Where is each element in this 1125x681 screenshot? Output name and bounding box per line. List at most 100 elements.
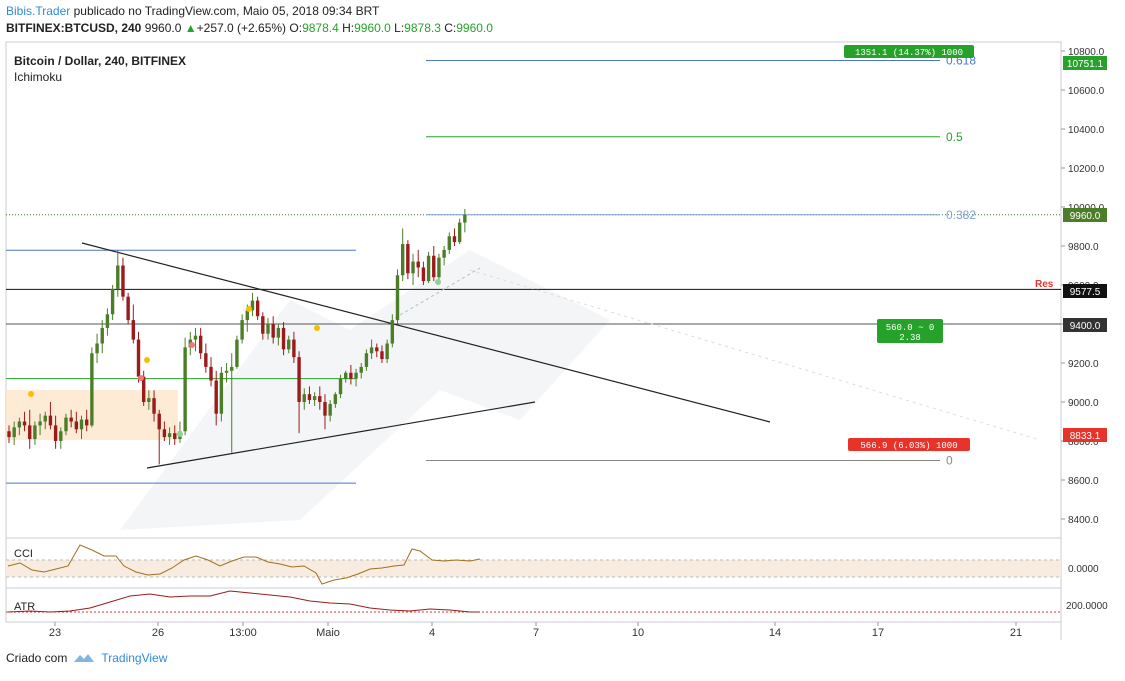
candle-body [22,421,27,426]
candle-body [85,419,89,426]
atr-line [7,590,480,613]
signal-dot [138,375,144,381]
candle-body [437,257,441,278]
cci-axis-value: 0.0000 [1068,564,1099,575]
cci-line [7,544,481,585]
candle-body [48,415,53,426]
candle-body [292,339,296,358]
price-tag-9400: 9400.0 [1063,318,1107,332]
low-measure-box[interactable]: 566.9 (6.03%) 1000 [848,438,970,451]
candle-body [271,324,275,338]
signal-dot [189,342,195,348]
last-price: 9960.0 [144,21,182,35]
candle-body [204,353,208,367]
candle-body [385,343,389,360]
signal-dot [314,325,320,331]
candle-body [167,433,172,438]
candle-body [421,267,426,282]
signal-dot [28,391,34,397]
low-value: 9878.3 [404,21,441,35]
x-tick-label: 10 [632,627,644,639]
candle-body [240,320,244,340]
candle-body [406,244,410,274]
faint-projection-line [469,269,1041,441]
candle-body [426,255,431,282]
cci-label: CCI [14,548,33,560]
candle-body [214,380,218,414]
symbol-label: BITFINEX:BTCUSD, 240 [6,21,142,35]
candle-body [302,394,306,402]
candle-body [193,335,198,340]
candle-body [53,425,58,441]
candle-body [105,314,110,328]
candle-body [354,372,358,379]
svg-text:9960.0: 9960.0 [1070,211,1101,222]
candle-body [323,402,327,416]
candle-body [116,265,120,289]
y-tick-label: 8800.0 [1068,437,1099,448]
candle-body [110,288,115,315]
candle-body [219,372,224,414]
fib-label: 0.382 [946,208,976,222]
atr-axis-value: 200.0000 [1066,601,1108,612]
candle-body [230,366,234,371]
candle-body [432,255,436,278]
fib-label: 0 [946,454,953,468]
mid-measure-text-2: 2.38 [899,333,921,343]
candle-body [74,421,79,430]
y-tick-label: 8600.0 [1068,476,1099,487]
candle-body [281,327,286,350]
candle-body [131,320,136,340]
up-triangle-icon: ▲ [184,21,197,35]
ascending-trendline[interactable] [146,401,536,469]
y-tick-label: 8400.0 [1068,515,1099,526]
created-with-text: Criado com [6,651,68,665]
mid-measure-box[interactable]: 560.0 ~ 0 2.38 [877,319,943,343]
candle-body [198,335,203,354]
candle-body [250,300,255,311]
open-label: O: [289,21,303,35]
candle-body [224,370,229,373]
candle-body [12,427,16,438]
author-link[interactable]: Bibis.Trader [6,4,71,18]
x-tick-label: 23 [49,627,61,639]
candle-body [338,378,343,395]
y-tick-label: 10200.0 [1068,164,1105,175]
candle-body [157,413,161,430]
high-value: 9960.0 [354,21,391,35]
x-tick-label: 26 [152,627,164,639]
signal-dot [144,357,150,363]
signal-dot [246,306,252,312]
fib-label: 0.5 [946,130,963,144]
chart-title: Bitcoin / Dollar, 240, BITFINEX [14,54,186,68]
candle-body [400,244,405,276]
descending-trendline[interactable] [81,242,771,423]
candle-body [344,372,348,379]
price-tag-9577: 9577.5 [1063,284,1107,298]
chart-header: Bibis.Trader publicado no TradingView.co… [0,0,1125,42]
candlesticks [7,208,467,465]
tradingview-brand[interactable]: TradingView [73,651,167,665]
candle-body [100,327,104,344]
close-label: C: [444,21,457,35]
candle-body [79,419,84,430]
candle-body [38,421,42,426]
candle-body [333,394,338,404]
x-tick-label: 4 [429,627,435,639]
atr-label: ATR [14,601,35,613]
candle-body [95,343,99,354]
x-tick-label: 7 [533,627,539,639]
svg-text:9577.5: 9577.5 [1070,287,1101,298]
y-tick-label: 10400.0 [1068,125,1105,136]
candle-body [287,339,291,350]
y-tick-label: 9800.0 [1068,242,1099,253]
candle-body [28,425,32,440]
price-tag-9960: 9960.0 [1063,208,1107,222]
x-axis-labels: 23 26 13:00 Maio 4 7 10 14 17 21 [49,622,1022,639]
top-measure-box[interactable]: 1351.1 (14.37%) 1000 [844,45,974,58]
candle-body [312,396,317,401]
candle-body [359,366,363,373]
candle-body [395,275,400,321]
